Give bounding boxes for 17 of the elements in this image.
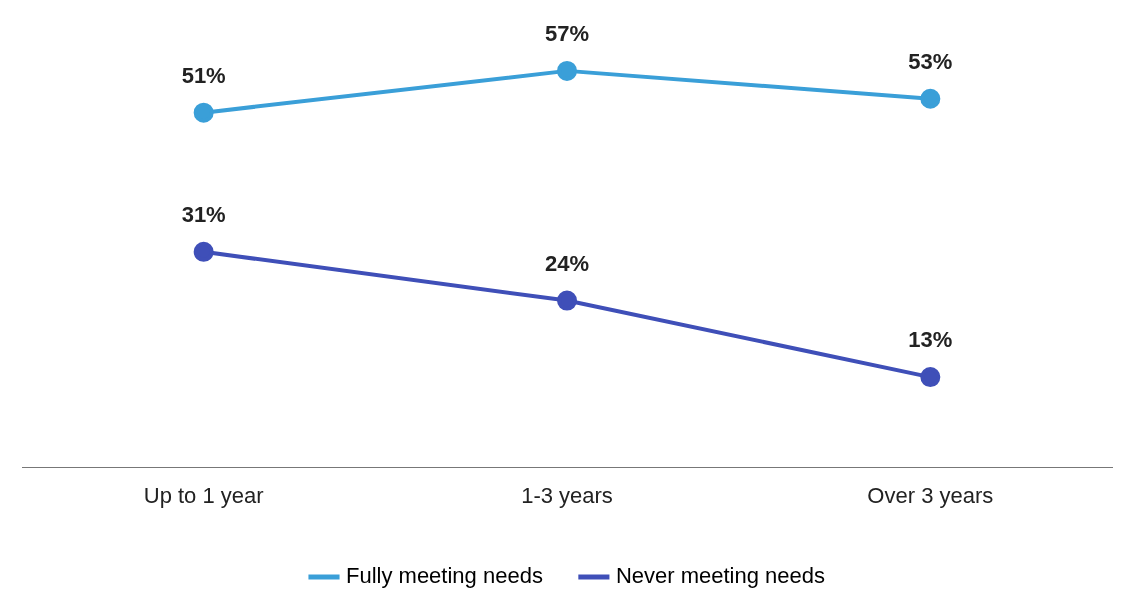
data-label: 13% xyxy=(908,327,953,353)
x-tick-label: 1-3 years xyxy=(521,482,613,508)
data-label: 24% xyxy=(544,250,590,276)
legend-label: Fully meeting needs xyxy=(346,563,543,589)
point xyxy=(557,290,577,311)
data-label: 57% xyxy=(544,20,590,46)
data-label: 51% xyxy=(181,62,226,88)
x-tick-label: Up to 1 year xyxy=(143,482,264,508)
data-label: 53% xyxy=(908,48,953,74)
point xyxy=(557,60,577,81)
point xyxy=(193,102,214,123)
legend-label: Never meeting needs xyxy=(615,563,826,589)
data-label: 31% xyxy=(181,201,226,227)
point xyxy=(193,241,214,262)
point xyxy=(920,88,941,109)
point xyxy=(920,367,941,388)
x-tick-label: Over 3 years xyxy=(867,482,994,508)
